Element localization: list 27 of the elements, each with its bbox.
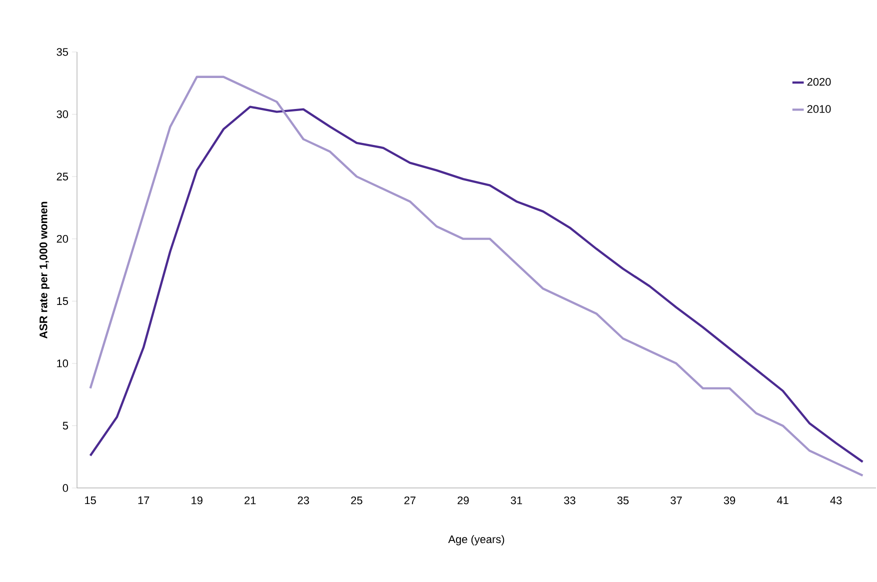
y-tick-label: 15 bbox=[57, 297, 68, 305]
x-tick-label: 15 bbox=[85, 496, 96, 504]
x-tick-label: 21 bbox=[244, 496, 256, 504]
legend-label: 2010 bbox=[807, 105, 831, 113]
x-tick-label: 31 bbox=[510, 496, 522, 504]
y-axis-title: ASR rate per 1,000 women bbox=[40, 202, 50, 339]
x-tick-label: 25 bbox=[351, 496, 362, 504]
y-tick-label: 10 bbox=[57, 360, 68, 368]
x-tick-label: 17 bbox=[138, 496, 150, 504]
x-tick-label: 43 bbox=[830, 496, 842, 504]
y-tick-label: 5 bbox=[62, 422, 68, 430]
y-tick-label: 35 bbox=[56, 48, 68, 56]
x-tick-label: 19 bbox=[192, 496, 202, 504]
x-tick-label: 37 bbox=[670, 496, 682, 504]
y-tick-label: 20 bbox=[56, 234, 68, 243]
x-axis-title: Age (years) bbox=[448, 535, 504, 546]
y-tick-label: 0 bbox=[62, 484, 68, 492]
x-tick-label: 41 bbox=[776, 496, 788, 504]
x-tick-label: 39 bbox=[724, 496, 736, 504]
y-tick-label: 30 bbox=[56, 110, 68, 118]
x-tick-label: 33 bbox=[564, 496, 576, 504]
y-tick-label: 25 bbox=[56, 172, 68, 180]
x-tick-label: 23 bbox=[298, 496, 309, 504]
x-tick-label: 29 bbox=[458, 496, 469, 504]
x-tick-label: 35 bbox=[617, 496, 629, 504]
legend-label: 2020 bbox=[807, 78, 831, 86]
x-tick-label: 27 bbox=[404, 496, 416, 504]
